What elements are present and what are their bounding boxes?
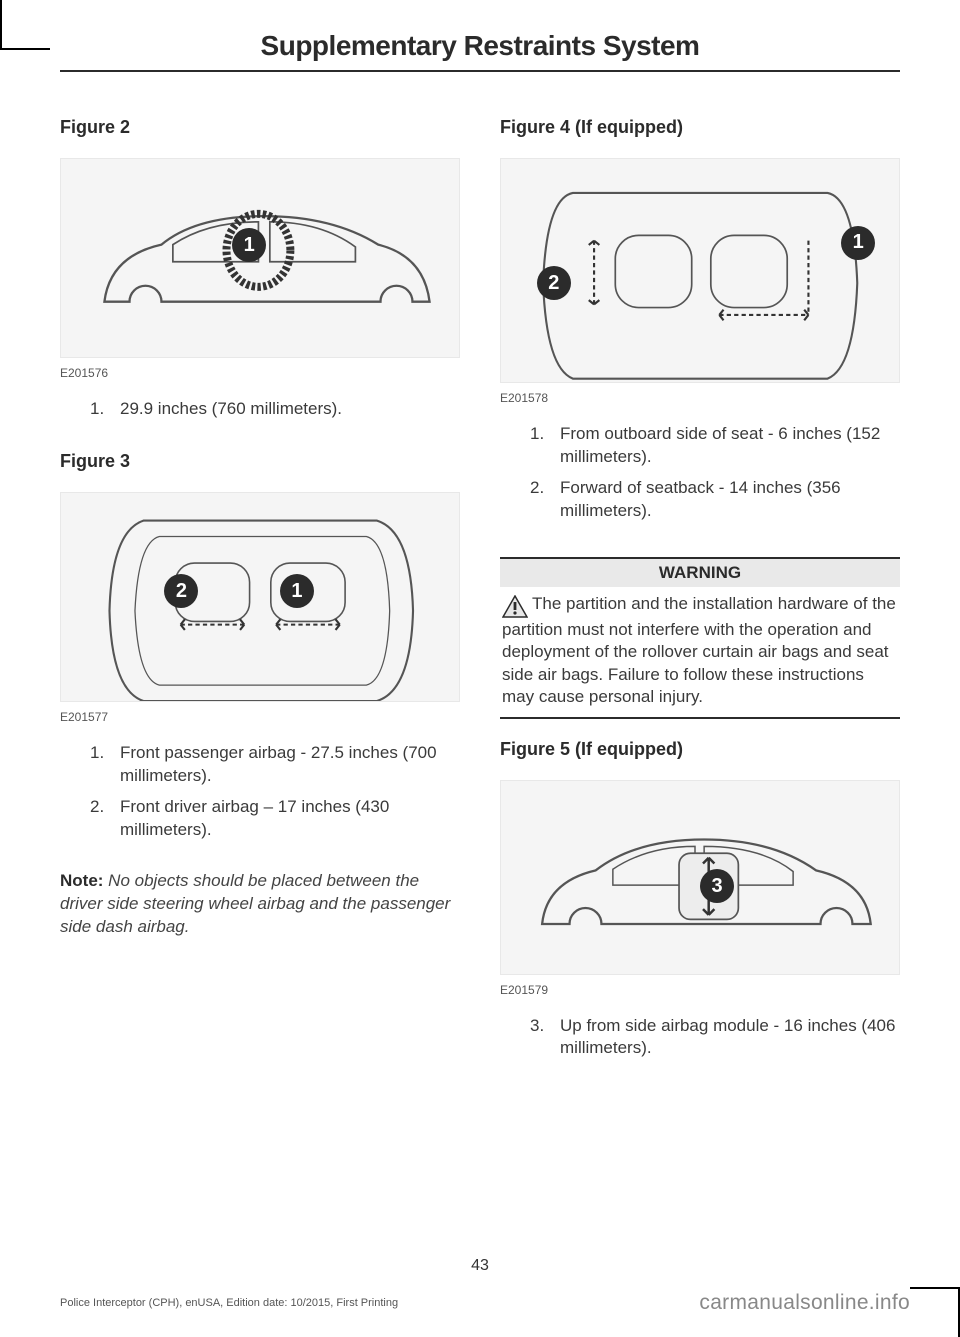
figure5-heading: Figure 5 (If equipped) <box>500 739 900 760</box>
figure4-code: E201578 <box>500 391 900 405</box>
figure4-badge-1: 1 <box>841 226 875 260</box>
figure2-item-1: 29.9 inches (760 millimeters). <box>90 398 460 421</box>
figure2-list: 29.9 inches (760 millimeters). <box>60 398 460 429</box>
car-top-illustration <box>101 510 419 702</box>
header-rule <box>60 70 900 72</box>
figure4-item-1: From outboard side of seat - 6 inches (1… <box>530 423 900 469</box>
figure3-list: Front passenger airbag - 27.5 inches (70… <box>60 742 460 850</box>
figure2-image: 1 <box>60 158 460 358</box>
figure3-badge-1: 1 <box>280 574 314 608</box>
left-column: Figure 2 1 E201576 29.9 inches (760 mill… <box>60 107 460 1080</box>
figure3-item-1: Front passenger airbag - 27.5 inches (70… <box>90 742 460 788</box>
figure4-heading: Figure 4 (If equipped) <box>500 117 900 138</box>
car-rear-top-illustration <box>541 177 859 383</box>
note-text: No objects should be placed between the … <box>60 871 450 936</box>
figure4-image: 2 1 <box>500 158 900 383</box>
warning-text: The partition and the installation hardw… <box>502 594 896 706</box>
page-number: 43 <box>0 1257 960 1275</box>
page-title: Supplementary Restraints System <box>60 30 900 62</box>
figure3-item-2: Front driver airbag – 17 inches (430 mil… <box>90 796 460 842</box>
figure5-item-3: Up from side airbag module - 16 inches (… <box>530 1015 900 1061</box>
right-column: Figure 4 (If equipped) 2 1 E201578 From … <box>500 107 900 1080</box>
figure3-heading: Figure 3 <box>60 451 460 472</box>
figure5-list: Up from side airbag module - 16 inches (… <box>500 1015 900 1069</box>
note-label: Note: <box>60 871 103 890</box>
content-columns: Figure 2 1 E201576 29.9 inches (760 mill… <box>60 107 900 1080</box>
figure4-list: From outboard side of seat - 6 inches (1… <box>500 423 900 531</box>
warning-title: WARNING <box>500 559 900 587</box>
figure2-code: E201576 <box>60 366 460 380</box>
crop-mark-bottom-right <box>910 1287 960 1337</box>
warning-icon <box>502 595 528 619</box>
footer-edition: Police Interceptor (CPH), enUSA, Edition… <box>60 1297 398 1309</box>
figure2-heading: Figure 2 <box>60 117 460 138</box>
figure4-item-2: Forward of seatback - 14 inches (356 mil… <box>530 477 900 523</box>
warning-body: The partition and the installation hardw… <box>500 587 900 717</box>
figure4-badge-2: 2 <box>537 266 571 300</box>
figure3-code: E201577 <box>60 710 460 724</box>
car-side-illustration <box>93 199 435 336</box>
page-header: Supplementary Restraints System <box>60 30 900 62</box>
warning-box: WARNING The partition and the installati… <box>500 557 900 719</box>
figure3-image: 2 1 <box>60 492 460 702</box>
note-block: Note: No objects should be placed betwee… <box>60 870 460 939</box>
crop-mark-top-left <box>0 0 50 50</box>
figure5-image: 3 <box>500 780 900 975</box>
figure5-code: E201579 <box>500 983 900 997</box>
footer-watermark: carmanualsonline.info <box>699 1291 910 1315</box>
